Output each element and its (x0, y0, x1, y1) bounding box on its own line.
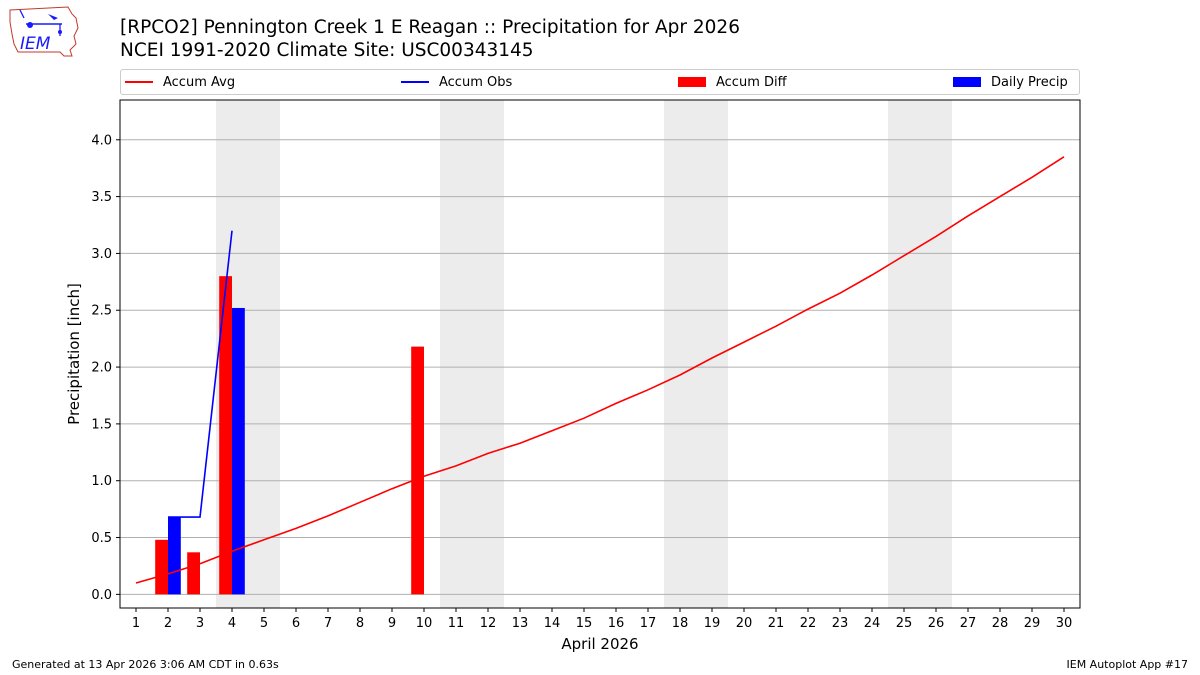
legend: Accum Avg Accum Obs Accum Diff Daily Pre… (120, 69, 1080, 95)
y-tick-label-0.5: 0.5 (91, 531, 112, 546)
x-tick-label-26: 26 (928, 616, 945, 631)
bar-daily-precip-day-2 (168, 517, 181, 595)
legend-swatch-daily-precip (953, 77, 981, 87)
legend-swatch-accum-avg (125, 81, 153, 83)
chart-title: [RPCO2] Pennington Creek 1 E Reagan :: P… (120, 17, 740, 38)
x-tick-label-19: 19 (704, 616, 721, 631)
x-tick-label-18: 18 (672, 616, 689, 631)
plot-frame (119, 99, 1081, 609)
x-tick-label-1: 1 (132, 616, 140, 631)
line-accum-avg (135, 156, 1065, 584)
x-tick-label-9: 9 (388, 616, 396, 631)
bar-accum-diff-day-10 (411, 346, 424, 595)
legend-label-accum-obs: Accum Obs (439, 74, 513, 90)
y-tick-label-2: 2.0 (91, 361, 112, 376)
x-tick-label-7: 7 (324, 616, 332, 631)
chart-subtitle: NCEI 1991-2020 Climate Site: USC00343145 (120, 40, 534, 61)
logo-text: IEM (20, 34, 51, 54)
weekend-band-day-25 (888, 100, 920, 608)
x-tick-label-29: 29 (1024, 616, 1041, 631)
y-tick-label-1.5: 1.5 (91, 417, 112, 432)
x-tick-label-14: 14 (544, 616, 561, 631)
y-tick-label-4: 4.0 (91, 133, 112, 148)
footer-app: IEM Autoplot App #17 (1066, 658, 1189, 671)
x-tick-label-30: 30 (1056, 616, 1073, 631)
legend-label-accum-avg: Accum Avg (163, 74, 236, 90)
weekend-shading (216, 100, 952, 608)
x-tick-label-8: 8 (356, 616, 364, 631)
footer-generated: Generated at 13 Apr 2026 3:06 AM CDT in … (12, 658, 279, 671)
x-tick-label-15: 15 (576, 616, 593, 631)
y-tick-label-1: 1.0 (91, 474, 112, 489)
legend-label-accum-diff: Accum Diff (716, 74, 787, 90)
bar-daily-precip-day-4 (232, 307, 245, 595)
bar-accum-diff-day-4 (219, 276, 232, 595)
weekend-band-day-5 (248, 100, 280, 608)
x-tick-label-4: 4 (228, 616, 236, 631)
x-tick-label-3: 3 (196, 616, 204, 631)
x-tick-label-13: 13 (512, 616, 529, 631)
y-axis-ticks: 0.0 0.5 1.0 1.5 2.0 2.5 3.0 3.5 4.0 (91, 133, 120, 603)
iem-logo: IEM (6, 4, 82, 64)
x-tick-label-16: 16 (608, 616, 625, 631)
x-tick-label-28: 28 (992, 616, 1009, 631)
x-tick-label-10: 10 (416, 616, 433, 631)
x-tick-label-21: 21 (768, 616, 785, 631)
weekend-band-day-19 (696, 100, 728, 608)
x-axis-ticks: 1 2 3 4 5 6 7 8 9 10 11 12 13 14 15 16 17 18 19 20 21 22 23 24 2… (132, 608, 1072, 631)
x-axis-label: April 2026 (561, 635, 638, 653)
x-tick-label-20: 20 (736, 616, 753, 631)
x-tick-label-2: 2 (164, 616, 172, 631)
legend-item-accum-diff: Accum Diff (678, 70, 787, 94)
y-tick-label-0: 0.0 (91, 588, 112, 603)
weekend-band-day-18 (664, 100, 696, 608)
y-tick-label-3: 3.0 (91, 247, 112, 262)
series-lines (135, 156, 1065, 584)
legend-item-daily-precip: Daily Precip (953, 70, 1068, 94)
bars (155, 276, 424, 595)
x-tick-label-6: 6 (292, 616, 300, 631)
weekend-band-day-26 (920, 100, 952, 608)
bar-accum-diff-day-2 (155, 539, 168, 595)
x-tick-label-27: 27 (960, 616, 977, 631)
legend-item-accum-obs: Accum Obs (401, 70, 512, 94)
legend-swatch-accum-obs (401, 81, 429, 83)
x-tick-label-22: 22 (800, 616, 817, 631)
y-axis-label: Precipitation [inch] (65, 283, 83, 425)
x-tick-label-24: 24 (864, 616, 881, 631)
grid-lines (120, 139, 1080, 595)
weekend-band-day-12 (472, 100, 504, 608)
x-tick-label-23: 23 (832, 616, 849, 631)
y-tick-label-3.5: 3.5 (91, 190, 112, 205)
x-tick-label-25: 25 (896, 616, 913, 631)
x-tick-label-12: 12 (480, 616, 497, 631)
legend-label-daily-precip: Daily Precip (991, 74, 1068, 90)
x-tick-label-5: 5 (260, 616, 268, 631)
bar-accum-diff-day-3 (187, 552, 200, 595)
weekend-band-day-11 (440, 100, 472, 608)
x-tick-label-17: 17 (640, 616, 657, 631)
legend-item-accum-avg: Accum Avg (125, 70, 235, 94)
x-tick-label-11: 11 (448, 616, 465, 631)
line-accum-obs (168, 230, 233, 518)
y-tick-label-2.5: 2.5 (91, 304, 112, 319)
legend-swatch-accum-diff (678, 77, 706, 87)
